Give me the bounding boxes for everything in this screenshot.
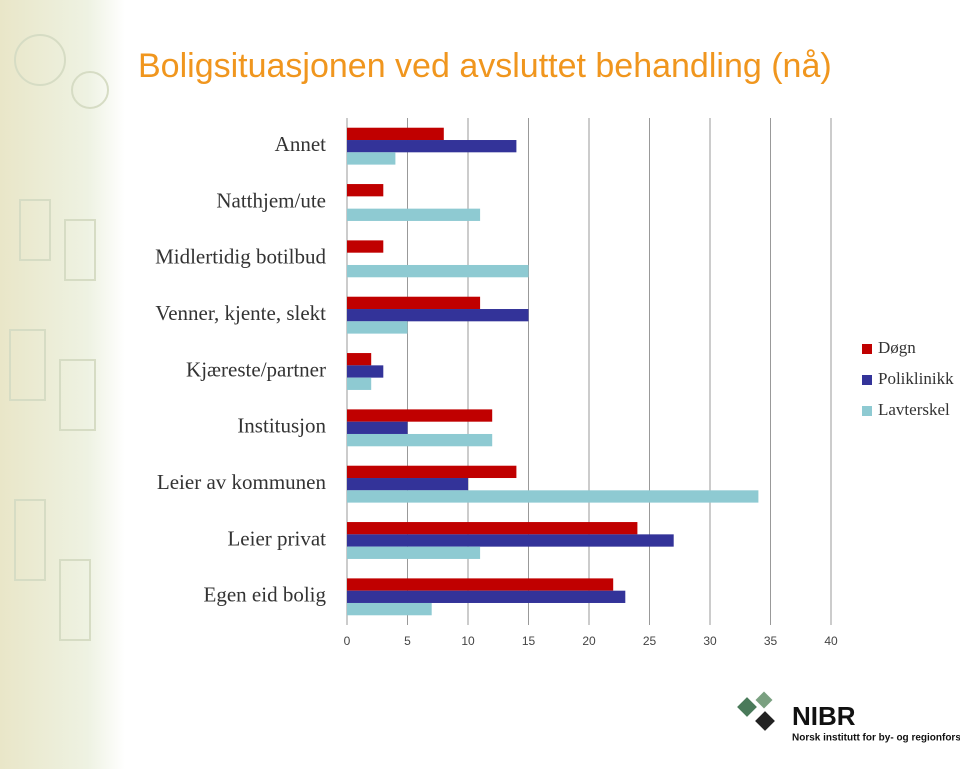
legend-label: Døgn xyxy=(878,338,916,357)
bar xyxy=(347,264,529,278)
bar xyxy=(347,208,481,221)
y-tick-label: Leier av kommunen xyxy=(157,470,327,494)
decor-figures xyxy=(9,34,109,641)
bar xyxy=(347,377,372,390)
x-tick-label: 10 xyxy=(461,634,475,648)
x-tick-label: 0 xyxy=(344,634,351,648)
y-tick-label: Egen eid bolig xyxy=(204,583,327,607)
bar xyxy=(347,140,517,153)
bar xyxy=(347,127,444,141)
bar xyxy=(347,465,517,479)
legend-swatch xyxy=(862,406,872,416)
bar xyxy=(347,578,614,591)
bar xyxy=(347,240,384,253)
bar xyxy=(347,478,468,491)
legend-label: Poliklinikk xyxy=(878,369,954,388)
bar xyxy=(347,365,384,378)
bar xyxy=(347,534,674,547)
decor-strip xyxy=(0,0,125,769)
y-tick-label: Annet xyxy=(275,132,326,156)
bar xyxy=(347,296,481,310)
x-tick-label: 5 xyxy=(404,634,411,648)
x-tick-label: 30 xyxy=(703,634,717,648)
y-tick-label: Venner, kjente, slekt xyxy=(155,301,326,325)
logo-subtitle: Norsk institutt for by- og regionforskni… xyxy=(792,733,960,744)
x-tick-label: 20 xyxy=(582,634,596,648)
bar xyxy=(347,321,408,334)
bar xyxy=(347,309,529,322)
logo-mark xyxy=(755,691,773,709)
y-tick-label: Kjæreste/partner xyxy=(186,357,326,381)
bar xyxy=(347,353,372,366)
bar xyxy=(347,590,626,603)
legend-label: Lavterskel xyxy=(878,400,950,419)
y-tick-label: Midlertidig botilbud xyxy=(155,245,326,269)
bar xyxy=(347,490,759,503)
x-tick-label: 25 xyxy=(643,634,657,648)
logo-mark xyxy=(755,711,775,731)
bar xyxy=(347,421,408,434)
y-tick-label: Leier privat xyxy=(227,526,326,550)
bar xyxy=(347,602,432,616)
bar xyxy=(347,409,493,422)
y-tick-label: Institusjon xyxy=(237,414,326,438)
bar xyxy=(347,522,638,535)
legend-swatch xyxy=(862,375,872,385)
x-tick-label: 15 xyxy=(522,634,536,648)
x-tick-label: 35 xyxy=(764,634,778,648)
bar xyxy=(347,546,481,559)
legend-swatch xyxy=(862,344,872,354)
bar xyxy=(347,184,384,197)
x-tick-label: 40 xyxy=(824,634,838,648)
y-tick-label: Natthjem/ute xyxy=(216,188,326,212)
logo-mark xyxy=(737,697,757,717)
bar xyxy=(347,433,493,447)
logo-name: NIBR xyxy=(792,701,856,731)
logo: NIBR Norsk institutt for by- og regionfo… xyxy=(737,691,960,744)
bar xyxy=(347,152,396,165)
chart-title: Boligsituasjonen ved avsluttet behandlin… xyxy=(138,47,832,85)
